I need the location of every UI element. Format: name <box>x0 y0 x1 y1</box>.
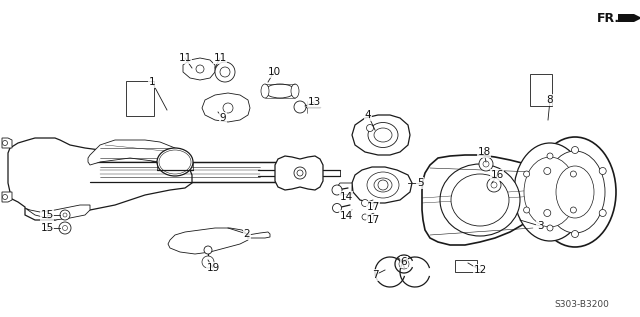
Text: FR.: FR. <box>597 11 620 24</box>
Circle shape <box>297 170 303 176</box>
Circle shape <box>572 230 579 237</box>
Circle shape <box>378 180 388 190</box>
Circle shape <box>223 103 233 113</box>
Circle shape <box>599 167 606 174</box>
Circle shape <box>202 256 214 268</box>
Circle shape <box>570 171 577 177</box>
Ellipse shape <box>159 150 191 174</box>
Circle shape <box>483 161 489 167</box>
Circle shape <box>294 101 306 113</box>
Ellipse shape <box>368 122 398 147</box>
Ellipse shape <box>157 148 193 176</box>
Polygon shape <box>8 138 192 220</box>
Circle shape <box>3 195 8 199</box>
Ellipse shape <box>374 128 392 142</box>
Ellipse shape <box>534 137 616 247</box>
Polygon shape <box>2 138 12 148</box>
Circle shape <box>63 213 67 217</box>
Text: 14: 14 <box>339 211 353 221</box>
Text: 6: 6 <box>401 257 407 267</box>
Text: 7: 7 <box>372 270 378 280</box>
Circle shape <box>599 210 606 217</box>
Circle shape <box>524 207 530 213</box>
Circle shape <box>544 167 551 174</box>
FancyArrow shape <box>618 14 640 22</box>
Ellipse shape <box>291 84 299 98</box>
Circle shape <box>333 204 342 212</box>
Circle shape <box>362 199 369 206</box>
Text: 3: 3 <box>537 221 543 231</box>
Polygon shape <box>183 58 215 80</box>
Text: 2: 2 <box>244 229 250 239</box>
Bar <box>455 260 477 272</box>
Circle shape <box>362 214 368 220</box>
Bar <box>126 81 154 116</box>
Polygon shape <box>422 155 538 245</box>
Circle shape <box>524 171 530 177</box>
Ellipse shape <box>261 84 269 98</box>
Text: 10: 10 <box>268 67 280 77</box>
Circle shape <box>60 210 70 220</box>
Circle shape <box>3 140 8 146</box>
Ellipse shape <box>556 166 594 218</box>
Text: 16: 16 <box>490 170 504 180</box>
Circle shape <box>570 207 577 213</box>
Text: 15: 15 <box>40 210 54 220</box>
Text: 8: 8 <box>547 95 554 105</box>
Text: 12: 12 <box>474 265 486 275</box>
Circle shape <box>294 167 306 179</box>
Text: 19: 19 <box>206 263 220 273</box>
Polygon shape <box>275 156 323 190</box>
Circle shape <box>220 67 230 77</box>
Ellipse shape <box>374 178 392 192</box>
Circle shape <box>196 65 204 73</box>
Ellipse shape <box>367 172 399 198</box>
Text: 17: 17 <box>366 202 380 212</box>
Circle shape <box>572 146 579 153</box>
Polygon shape <box>2 192 12 202</box>
Circle shape <box>204 246 212 254</box>
Text: 11: 11 <box>179 53 191 63</box>
Polygon shape <box>202 93 250 122</box>
Text: 1: 1 <box>148 77 156 87</box>
Ellipse shape <box>265 84 295 98</box>
Circle shape <box>487 178 501 192</box>
Circle shape <box>547 153 553 159</box>
Circle shape <box>544 210 551 217</box>
Ellipse shape <box>440 164 520 236</box>
Ellipse shape <box>524 157 576 227</box>
Polygon shape <box>25 205 90 220</box>
Text: 15: 15 <box>40 223 54 233</box>
Circle shape <box>59 222 71 234</box>
Circle shape <box>332 185 342 195</box>
Circle shape <box>367 125 374 132</box>
Polygon shape <box>168 228 248 254</box>
Text: 18: 18 <box>477 147 491 157</box>
Circle shape <box>63 225 67 230</box>
Polygon shape <box>248 232 270 238</box>
Ellipse shape <box>451 174 509 226</box>
Text: 14: 14 <box>339 192 353 202</box>
Circle shape <box>479 157 493 171</box>
Polygon shape <box>88 140 185 165</box>
Text: 4: 4 <box>365 110 371 120</box>
Polygon shape <box>352 115 410 155</box>
Bar <box>530 74 552 106</box>
Text: 9: 9 <box>220 113 227 123</box>
Text: 13: 13 <box>307 97 321 107</box>
Text: S303-B3200: S303-B3200 <box>555 300 609 309</box>
Circle shape <box>491 182 497 188</box>
Bar <box>90 162 290 182</box>
Text: 5: 5 <box>417 178 423 188</box>
Ellipse shape <box>545 151 605 233</box>
Text: 11: 11 <box>213 53 227 63</box>
Circle shape <box>399 259 409 269</box>
Circle shape <box>215 62 235 82</box>
Text: 17: 17 <box>366 215 380 225</box>
Polygon shape <box>352 167 412 203</box>
Polygon shape <box>337 183 352 195</box>
Ellipse shape <box>514 143 586 241</box>
Circle shape <box>547 225 553 231</box>
